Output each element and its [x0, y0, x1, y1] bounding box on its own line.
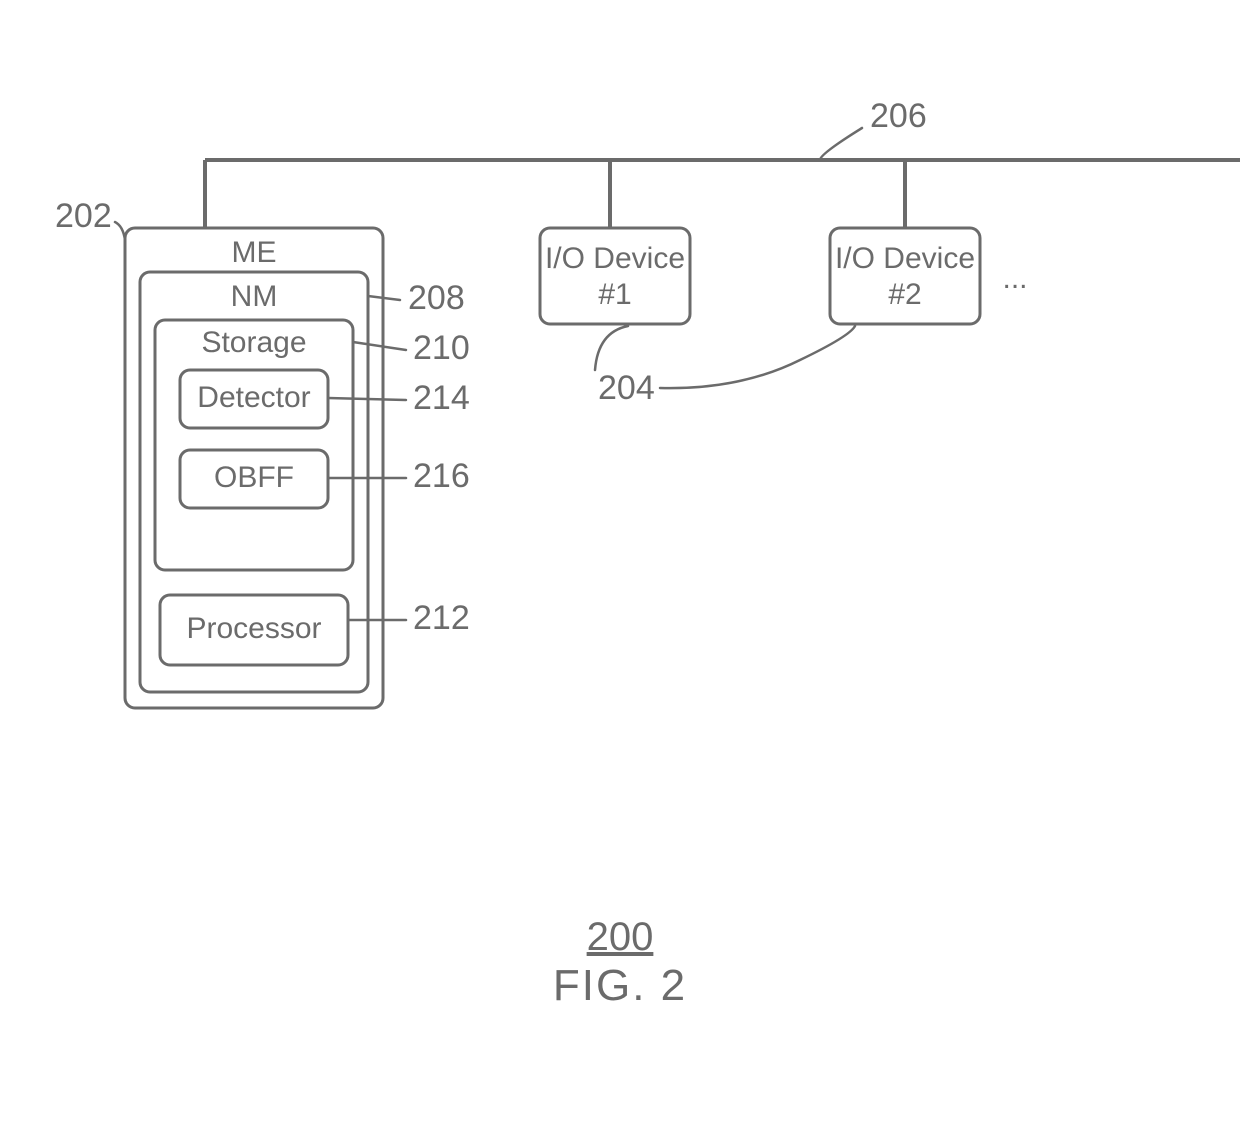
svg-text:216: 216 — [413, 457, 470, 495]
io1-box: I/O Device#1 — [540, 228, 690, 324]
processor-box: Processor — [160, 595, 348, 665]
ref-212: 212 — [348, 599, 470, 637]
storage-label: Storage — [201, 326, 306, 359]
ellipsis: ... — [1002, 262, 1027, 295]
svg-text:200: 200 — [587, 915, 654, 959]
ref-204: 204 — [595, 326, 855, 407]
bus — [205, 160, 1240, 228]
svg-text:204: 204 — [598, 369, 655, 407]
svg-text:210: 210 — [413, 329, 470, 367]
svg-text:208: 208 — [408, 279, 465, 317]
nm-label: NM — [231, 280, 278, 313]
figure-caption: 200FIG. 2 — [553, 915, 687, 1010]
svg-text:214: 214 — [413, 379, 470, 417]
ref-206: 206 — [820, 97, 927, 160]
io1-label-line1: I/O Device — [545, 242, 685, 275]
obff-label: OBFF — [214, 461, 294, 494]
io2-label-line1: I/O Device — [835, 242, 975, 275]
io2-label-line2: #2 — [888, 278, 921, 311]
storage-box: Storage — [155, 320, 353, 570]
obff-box: OBFF — [180, 450, 328, 508]
svg-text:206: 206 — [870, 97, 927, 135]
detector-label: Detector — [197, 381, 310, 414]
ref-210: 210 — [353, 329, 470, 367]
me-label: ME — [232, 236, 277, 269]
processor-label: Processor — [186, 612, 321, 645]
svg-text:FIG. 2: FIG. 2 — [553, 961, 687, 1010]
svg-text:212: 212 — [413, 599, 470, 637]
ref-216: 216 — [328, 457, 470, 495]
detector-box: Detector — [180, 370, 328, 428]
ref-202: 202 — [55, 197, 125, 240]
io2-box: I/O Device#2 — [830, 228, 980, 324]
svg-text:202: 202 — [55, 197, 112, 235]
ref-214: 214 — [328, 379, 470, 417]
io1-label-line2: #1 — [598, 278, 631, 311]
